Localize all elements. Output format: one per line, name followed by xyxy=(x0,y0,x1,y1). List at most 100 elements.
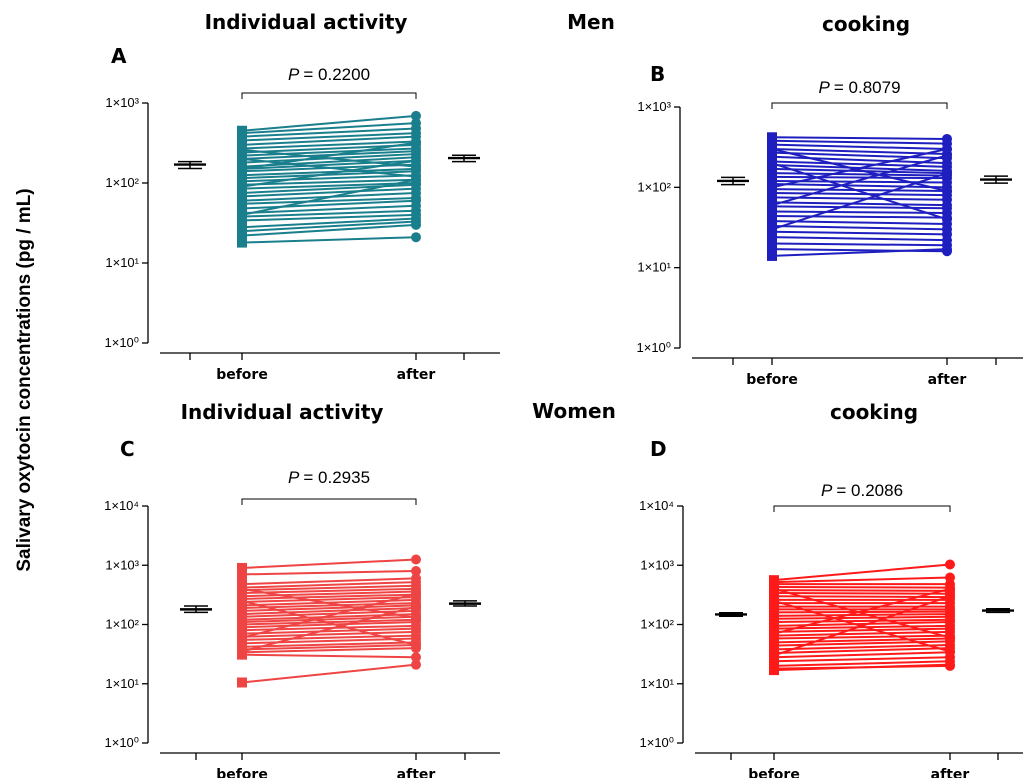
before-point xyxy=(237,595,247,606)
p-value-text: = 0.2200 xyxy=(303,65,370,84)
paired-line xyxy=(771,175,948,180)
paired-line xyxy=(771,148,948,189)
p-value-bracket xyxy=(241,498,417,505)
paired-line xyxy=(241,223,417,237)
x-tick-label-before: before xyxy=(216,767,268,778)
after-point xyxy=(411,565,421,576)
y-axis-label: Salivary oxytocin concentrations (pg / m… xyxy=(14,188,35,571)
mean-se-before xyxy=(180,605,212,614)
paired-line xyxy=(771,192,948,197)
paired-line xyxy=(241,558,417,569)
paired-line xyxy=(773,656,951,663)
before-point xyxy=(769,583,779,594)
before-point xyxy=(237,646,247,657)
y-tick-label: 1×10³ xyxy=(105,95,139,110)
after-point xyxy=(411,640,421,651)
paired-line xyxy=(771,148,948,192)
paired-line xyxy=(241,217,417,229)
mean-se-before xyxy=(717,176,749,186)
x-tick-label-before: before xyxy=(746,372,798,388)
paired-line xyxy=(241,577,417,586)
p-symbol: P xyxy=(818,78,833,97)
paired-line xyxy=(771,242,948,247)
mean-se-before xyxy=(174,160,206,170)
paired-line xyxy=(241,141,417,170)
p-value-label: P = 0.2200 xyxy=(288,65,370,84)
after-point xyxy=(411,601,421,612)
paired-line xyxy=(241,122,417,135)
before-point xyxy=(237,144,247,155)
paired-line xyxy=(241,204,417,215)
panels-group: Individual activity A 1×10⁰ 1×10¹ 1×10² 1×10³… xyxy=(104,10,1023,778)
panel-letter: D xyxy=(650,437,667,461)
paired-line xyxy=(771,214,948,219)
paired-line xyxy=(241,157,417,178)
after-point xyxy=(942,144,952,155)
y-tick-label: 1×10¹ xyxy=(105,676,139,691)
before-point xyxy=(767,200,777,211)
before-point xyxy=(767,250,777,261)
before-point xyxy=(769,663,779,674)
mean-se-after xyxy=(448,154,480,163)
y-tick-label: 1×10⁰ xyxy=(105,335,140,350)
paired-line xyxy=(771,151,948,160)
before-point xyxy=(237,215,247,226)
after-point xyxy=(945,591,955,602)
before-point xyxy=(237,209,247,220)
paired-line xyxy=(241,209,417,218)
paired-line xyxy=(241,159,417,170)
paired-line xyxy=(771,162,948,221)
paired-line xyxy=(771,172,948,177)
paired-line xyxy=(773,576,951,584)
paired-line xyxy=(241,587,417,595)
panel-b: cooking B 1×10⁰ 1×10¹ 1×10² 1×10³ before after P… xyxy=(637,12,1023,388)
paired-line xyxy=(241,653,417,659)
p-value-text: = 0.2086 xyxy=(836,481,903,500)
after-point xyxy=(411,652,421,663)
mean-se-after xyxy=(982,608,1014,614)
p-value-label: P = 0.8079 xyxy=(818,78,900,97)
y-tick-label: 1×10¹ xyxy=(105,255,139,270)
paired-line xyxy=(241,615,417,624)
before-point xyxy=(767,144,777,155)
paired-line xyxy=(771,155,948,165)
before-point xyxy=(237,230,247,241)
after-point xyxy=(942,168,952,179)
panel-letter: B xyxy=(650,62,665,86)
panel-title: Individual activity xyxy=(181,400,384,424)
paired-line xyxy=(773,589,951,592)
paired-line xyxy=(241,596,417,603)
paired-line xyxy=(771,154,948,207)
paired-line xyxy=(773,651,951,659)
paired-line xyxy=(241,641,417,648)
y-tick-label: 1×10³ xyxy=(105,557,139,572)
group-label-women: Women xyxy=(532,399,616,423)
paired-line xyxy=(771,201,948,207)
paired-line xyxy=(241,196,417,205)
paired-line xyxy=(241,199,417,210)
paired-line xyxy=(241,630,417,638)
y-tick-label: 1×10⁴ xyxy=(639,498,674,513)
y-tick-label: 1×10¹ xyxy=(637,260,671,275)
paired-line xyxy=(241,159,417,188)
paired-line xyxy=(771,230,948,236)
y-tick-label: 1×10¹ xyxy=(640,676,674,691)
before-point xyxy=(767,210,777,221)
p-value-label: P = 0.2935 xyxy=(288,468,370,487)
paired-line xyxy=(773,634,951,640)
p-value-bracket xyxy=(773,505,951,512)
paired-line xyxy=(241,609,417,618)
x-tick-label-after: after xyxy=(931,767,970,778)
before-point xyxy=(237,153,247,164)
x-tick-label-before: before xyxy=(748,767,800,778)
paired-line xyxy=(241,637,417,645)
p-symbol: P xyxy=(288,468,303,487)
paired-line xyxy=(771,220,948,225)
y-tick-label: 1×10⁴ xyxy=(104,498,139,513)
after-point xyxy=(411,137,421,148)
paired-line xyxy=(241,602,417,609)
paired-line xyxy=(773,587,951,635)
paired-line xyxy=(773,592,951,595)
p-value-text: = 0.2935 xyxy=(303,468,370,487)
